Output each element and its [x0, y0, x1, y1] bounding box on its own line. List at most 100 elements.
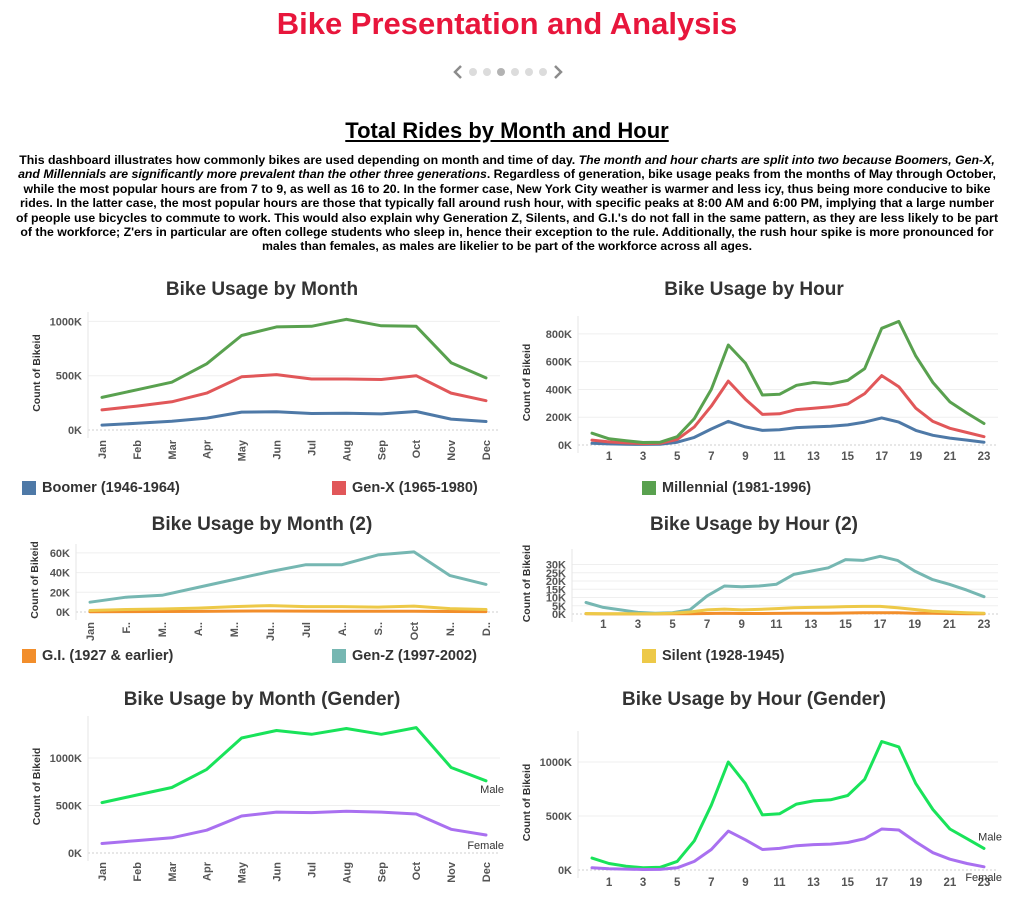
legend-item-silent[interactable]: Silent (1928-1945) [642, 648, 785, 664]
series-line-hour-2 [590, 319, 986, 444]
series-line-month-0 [100, 410, 488, 427]
y-axis-label-hour2: Count of Bikeid [521, 545, 533, 623]
legend-item-genz[interactable]: Gen-Z (1997-2002) [332, 648, 477, 664]
pager-dot-1[interactable] [469, 68, 477, 76]
x-tick-label-hour2: 7 [704, 619, 710, 631]
series-line-hour2-2 [584, 604, 986, 616]
chevron-left-icon[interactable] [453, 65, 463, 79]
legend-label-gi: G.I. (1927 & earlier) [42, 648, 174, 664]
x-tick-label-month2: Oct [409, 622, 421, 641]
x-tick-label-hour2: 3 [635, 619, 641, 631]
y-tick-label-hour: 600K [546, 357, 572, 369]
x-tick-label-month_gender: Feb [132, 862, 144, 882]
x-tick-label-hour: 1 [606, 451, 613, 463]
pager-dot-5[interactable] [525, 68, 533, 76]
x-tick-label-hour_gender: 5 [674, 877, 681, 889]
series-line-month_gender-0 [100, 726, 488, 805]
y-axis-label-month: Count of Bikeid [31, 334, 43, 412]
x-tick-label-hour_gender: 9 [742, 877, 748, 889]
x-tick-label-hour_gender: 7 [708, 877, 714, 889]
y-tick-label-month: 0K [68, 425, 82, 437]
legend-item-millennial[interactable]: Millennial (1981-1996) [642, 480, 811, 496]
series-label-month_gender-1: Female [467, 840, 504, 852]
pager-dot-2[interactable] [483, 68, 491, 76]
description-text-1: This dashboard illustrates how commonly … [19, 153, 579, 167]
description-italic: The month and hour charts are split into… [18, 153, 995, 182]
chart-title-hour-2: Bike Usage by Hour (2) [650, 514, 858, 535]
x-tick-label-hour2: 19 [908, 619, 921, 631]
x-tick-label-month: Jul [306, 440, 318, 456]
dashboard-title: Bike Presentation and Analysis [276, 6, 738, 41]
series-label-month_gender-0: Male [480, 784, 504, 796]
x-tick-label-month2: Jul [301, 622, 313, 638]
x-tick-label-month2: D.. [481, 622, 493, 636]
y-tick-label-hour2: 25K [546, 568, 566, 580]
legend-label-genz: Gen-Z (1997-2002) [352, 648, 477, 664]
y-tick-label-month2: 20K [50, 587, 70, 599]
chevron-right-icon[interactable] [553, 65, 563, 79]
x-tick-label-hour_gender: 17 [875, 877, 888, 889]
legend-swatch-gi [22, 649, 36, 663]
x-tick-label-hour: 21 [944, 451, 957, 463]
chart-title-month-gender: Bike Usage by Month (Gender) [123, 689, 401, 710]
x-tick-label-month_gender: Oct [411, 862, 423, 881]
x-tick-label-hour2: 9 [739, 619, 745, 631]
x-tick-label-hour2: 21 [943, 619, 956, 631]
y-tick-label-hour2: 30K [546, 560, 566, 572]
x-tick-label-hour_gender: 21 [944, 877, 957, 889]
x-tick-label-month_gender: Mar [167, 861, 179, 881]
series-line-month-2 [100, 317, 488, 399]
chart-title-month: Bike Usage by Month [165, 279, 359, 300]
x-tick-label-month2: Jan [85, 622, 97, 641]
section-title: Total Rides by Month and Hour [345, 118, 669, 143]
x-tick-label-hour_gender: 13 [807, 877, 820, 889]
legend-swatch-millennial [642, 481, 656, 495]
legend-item-genx[interactable]: Gen-X (1965-1980) [332, 480, 478, 496]
x-tick-label-month: May [237, 439, 249, 461]
series-line-hour-0 [590, 416, 986, 446]
x-tick-label-month2: M.. [157, 622, 169, 637]
y-tick-label-month_gender: 0K [68, 848, 82, 860]
x-tick-label-month2: A.. [193, 622, 205, 636]
y-tick-label-month: 500K [56, 371, 82, 383]
x-tick-label-month: Oct [411, 440, 423, 459]
x-tick-label-month: Jun [272, 440, 284, 460]
y-axis-label-month_gender: Count of Bikeid [31, 748, 43, 826]
description: This dashboard illustrates how commonly … [14, 153, 1000, 254]
series-label-hour_gender-1: Female [965, 872, 1002, 884]
x-tick-label-month2: S.. [373, 622, 385, 635]
x-tick-label-month: Aug [341, 440, 353, 461]
y-tick-label-hour: 400K [546, 384, 572, 396]
x-tick-label-hour_gender: 19 [909, 877, 922, 889]
y-axis-label-hour: Count of Bikeid [521, 344, 533, 422]
x-tick-label-hour_gender: 3 [640, 877, 646, 889]
y-tick-label-hour: 0K [558, 440, 572, 452]
x-tick-label-month_gender: Sep [376, 862, 388, 882]
legend-swatch-silent [642, 649, 656, 663]
x-tick-label-hour: 17 [875, 451, 888, 463]
series-label-hour_gender-0: Male [978, 831, 1002, 843]
series-line-month_gender-1 [100, 809, 488, 845]
legend-swatch-genx [332, 481, 346, 495]
x-tick-label-hour2: 5 [669, 619, 676, 631]
legend-item-gi[interactable]: G.I. (1927 & earlier) [22, 648, 173, 664]
pager-dot-6[interactable] [539, 68, 547, 76]
x-tick-label-month2: A.. [337, 622, 349, 636]
x-tick-label-month_gender: May [237, 861, 249, 883]
x-tick-label-hour_gender: 23 [978, 877, 991, 889]
x-tick-label-hour_gender: 1 [606, 877, 613, 889]
story-pager[interactable] [453, 64, 563, 80]
pager-dot-4[interactable] [511, 68, 519, 76]
x-tick-label-hour: 23 [978, 451, 991, 463]
x-tick-label-hour_gender: 11 [773, 877, 786, 889]
pager-dot-3[interactable] [497, 68, 505, 76]
x-tick-label-month: Feb [132, 440, 144, 460]
y-tick-label-hour2: 5K [552, 601, 566, 613]
x-tick-label-hour2: 15 [839, 619, 852, 631]
y-tick-label-month2: 60K [50, 548, 70, 560]
legend-swatch-genz [332, 649, 346, 663]
x-tick-label-hour: 3 [640, 451, 646, 463]
legend-item-boomer[interactable]: Boomer (1946-1964) [22, 480, 180, 496]
